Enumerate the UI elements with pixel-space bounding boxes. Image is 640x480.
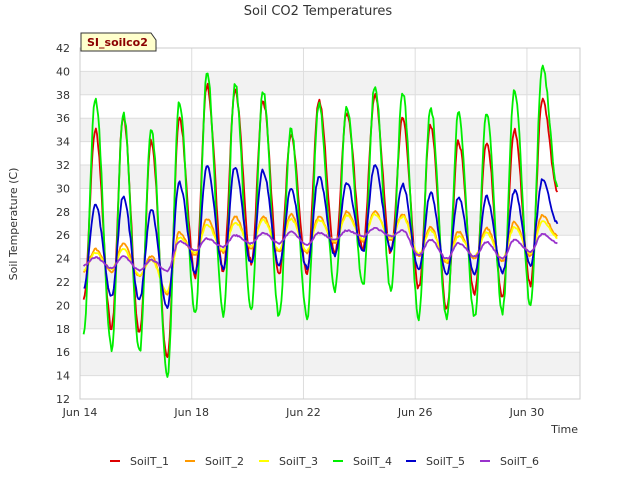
grid-band — [80, 282, 580, 306]
series-line-soilt-5 — [83, 164, 559, 309]
legend-item-soilt-4[interactable]: SoilT_4 — [333, 455, 392, 468]
y-tick-label: 36 — [56, 112, 70, 125]
legend-item-soilt-6[interactable]: SoilT_6 — [480, 455, 539, 468]
y-tick-label: 38 — [56, 89, 70, 102]
site-badge-label: SI_soilco2 — [87, 36, 148, 49]
legend-item-soilt-2[interactable]: SoilT_2 — [185, 455, 244, 468]
legend-item-soilt-5[interactable]: SoilT_5 — [406, 455, 465, 468]
grid-band — [80, 118, 580, 142]
series-line-soilt-6 — [82, 227, 558, 273]
grid-band — [80, 48, 580, 72]
y-tick-label: 26 — [56, 229, 70, 242]
legend-item-soilt-3[interactable]: SoilT_3 — [259, 455, 318, 468]
x-tick-label: Jun 30 — [509, 406, 545, 419]
grid-band — [80, 71, 580, 95]
y-tick-label: 40 — [56, 65, 70, 78]
x-tick-label: Jun 18 — [173, 406, 209, 419]
x-axis-title: Time — [550, 423, 578, 436]
legend-label: SoilT_1 — [130, 455, 169, 468]
y-tick-label: 18 — [56, 323, 70, 336]
x-axis-ticks: Jun 14 Jun 18 Jun 22 Jun 26 Jun 30 — [62, 406, 545, 419]
y-tick-label: 34 — [56, 136, 70, 149]
legend-label: SoilT_2 — [205, 455, 244, 468]
y-tick-label: 24 — [56, 253, 70, 266]
x-tick-label: Jun 14 — [62, 406, 98, 419]
legend: SoilT_1 SoilT_2 SoilT_3 SoilT_4 SoilT_5 SoilT… — [110, 455, 539, 468]
grid-band — [80, 375, 580, 399]
grid-band — [80, 94, 580, 119]
y-tick-label: 12 — [56, 393, 70, 406]
series-line-soilt-4 — [82, 64, 559, 378]
y-tick-label: 28 — [56, 206, 70, 219]
legend-label: SoilT_3 — [279, 455, 318, 468]
y-tick-label: 42 — [56, 42, 70, 55]
grid-band — [80, 352, 580, 376]
legend-label: SoilT_6 — [500, 455, 539, 468]
y-tick-label: 20 — [56, 299, 70, 312]
plot-area — [79, 47, 581, 400]
series-layer — [82, 64, 559, 378]
y-tick-label: 14 — [56, 370, 70, 383]
x-tick-label: Jun 26 — [397, 406, 433, 419]
x-tick-label: Jun 22 — [285, 406, 321, 419]
grid-band — [80, 305, 580, 329]
legend-label: SoilT_5 — [426, 455, 465, 468]
legend-item-soilt-1[interactable]: SoilT_1 — [110, 455, 169, 468]
y-tick-label: 32 — [56, 159, 70, 172]
grid-band — [80, 328, 580, 353]
site-badge: SI_soilco2 — [80, 32, 157, 52]
y-tick-label: 30 — [56, 182, 70, 195]
chart-title: Soil CO2 Temperatures — [244, 4, 393, 19]
legend-label: SoilT_4 — [353, 455, 392, 468]
y-tick-label: 16 — [56, 346, 70, 359]
y-tick-label: 22 — [56, 276, 70, 289]
y-axis-title: Soil Temperature (C) — [7, 168, 20, 281]
y-axis-ticks: 12 14 16 18 20 22 24 26 28 30 32 34 36 38 40 42 — [56, 42, 70, 406]
grid-band — [80, 258, 580, 282]
